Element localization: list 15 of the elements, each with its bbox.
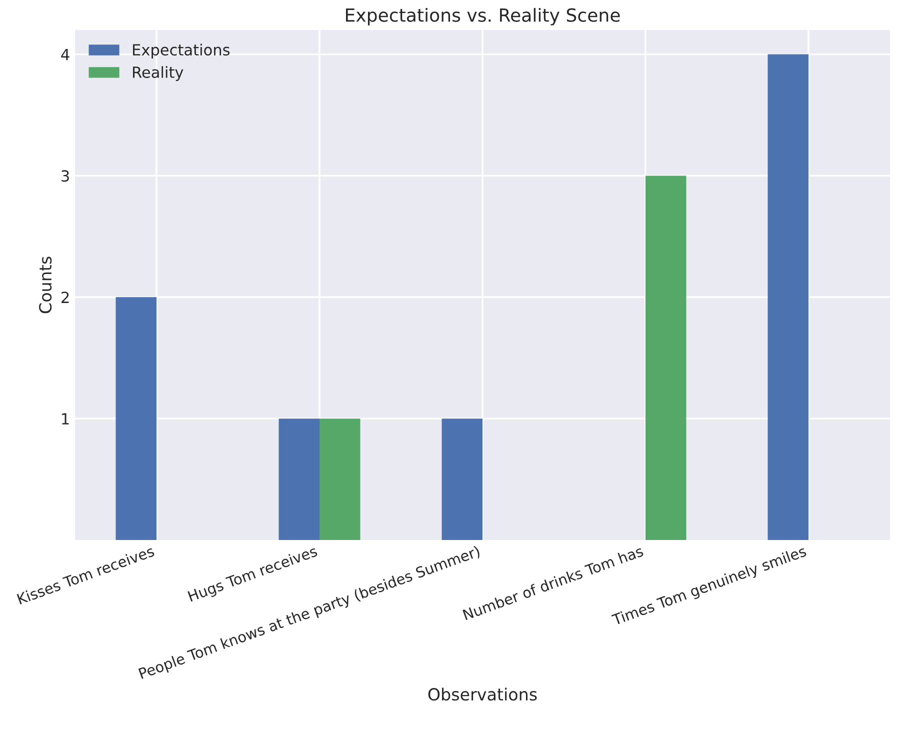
legend-label: Reality xyxy=(133,66,184,81)
bar xyxy=(646,176,686,540)
bar xyxy=(278,418,320,540)
y-tick-label: 1 xyxy=(62,413,69,424)
bar xyxy=(320,418,360,540)
y-axis-title: Counts xyxy=(39,256,52,314)
y-tick-label: 4 xyxy=(61,48,70,60)
y-tick-label: 2 xyxy=(62,292,69,303)
bar xyxy=(768,54,808,540)
chart-title: Expectations vs. Reality Scene xyxy=(346,8,620,26)
y-tick-label: 3 xyxy=(62,170,69,182)
x-axis-title: Observations xyxy=(428,688,537,701)
legend-label: Expectations xyxy=(133,44,230,59)
bar xyxy=(442,418,482,540)
bar xyxy=(116,297,156,540)
